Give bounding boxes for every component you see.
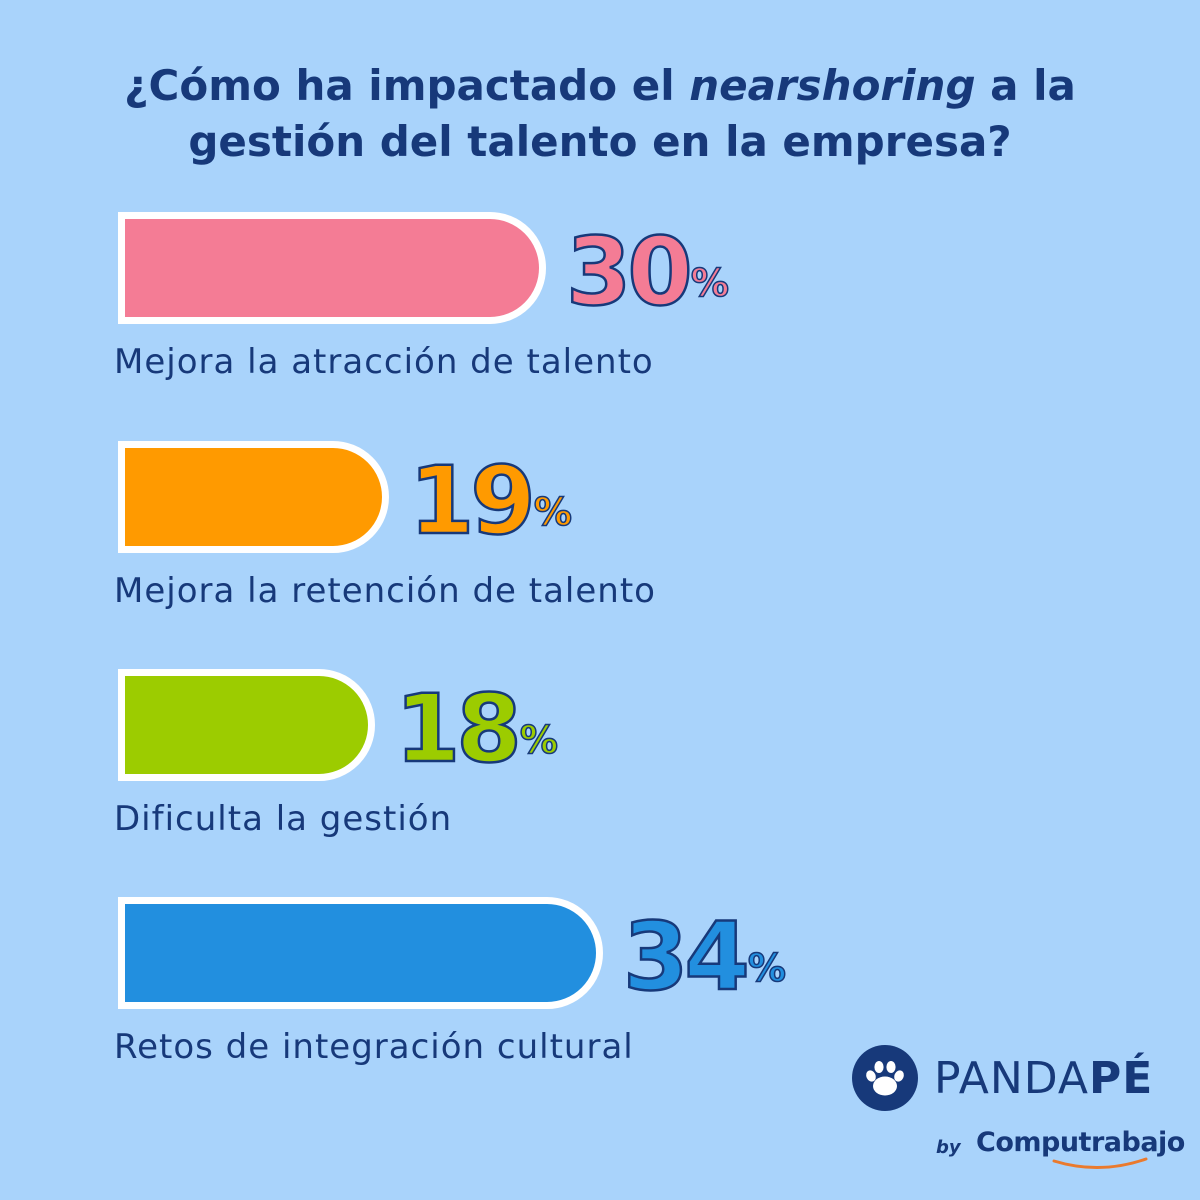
bar-mark — [118, 897, 603, 1009]
brand-name: PANDAPÉ — [934, 1053, 1154, 1104]
chart-title: ¿Cómo ha impactado el nearshoring a la g… — [0, 58, 1200, 170]
swoosh-icon — [1052, 1157, 1148, 1169]
brand-logo: PANDAPÉ by Computrabajo — [852, 1045, 1185, 1175]
paw-icon — [852, 1045, 918, 1111]
title-line-2: gestión del talento en la empresa? — [188, 117, 1012, 166]
bar-label: Retos de integración cultural — [114, 1027, 634, 1067]
bar-value: 34 — [622, 903, 751, 1012]
bar-value: 19 — [408, 447, 537, 556]
bar-label: Mejora la atracción de talento — [114, 342, 654, 382]
title-emphasis: nearshoring — [689, 61, 976, 110]
title-line-1: ¿Cómo ha impactado el nearshoring a la — [124, 61, 1076, 110]
bar-percent-sign: % — [519, 718, 559, 762]
bar-label: Mejora la retención de talento — [114, 571, 656, 611]
bar-label: Dificulta la gestión — [114, 799, 453, 839]
by-text: by — [936, 1137, 961, 1158]
bar-percent-sign: % — [533, 490, 573, 534]
bar-percent-sign: % — [747, 946, 787, 990]
bar-mark — [118, 212, 546, 324]
bar-value: 30 — [565, 218, 694, 327]
bar-percent-sign: % — [690, 261, 730, 305]
bar-value: 18 — [394, 675, 523, 784]
bar-mark — [118, 669, 375, 781]
bar-mark — [118, 441, 389, 553]
partner-name: Computrabajo — [976, 1127, 1185, 1158]
